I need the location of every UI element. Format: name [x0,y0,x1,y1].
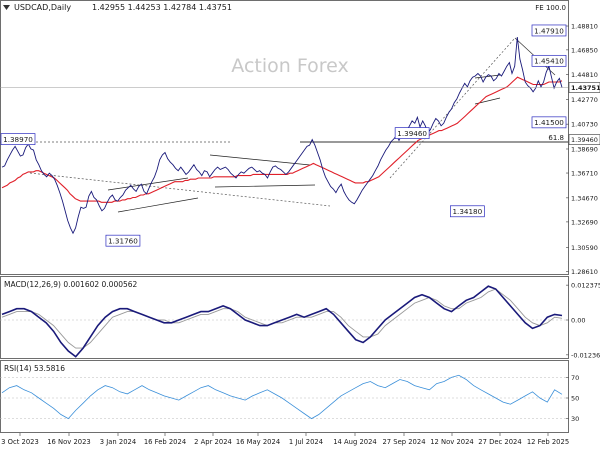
y-tick-label: 1.30590 [571,244,598,252]
rsi-series-group [0,374,568,420]
rsi-panel-frame [0,360,569,433]
x-tick-label: 1 Jul 2024 [289,438,323,446]
x-tick-label: 27 Dec 2024 [478,438,521,446]
rsi-line [1,374,563,420]
y-tick-label: 30 [571,415,579,423]
ema-line [1,76,563,203]
x-tick-label: 16 Feb 2024 [144,438,186,446]
macd-axis: 0.012375 0.00 -0.012367 [566,282,600,359]
price-annotation-box [531,24,567,37]
y-tick-label: 1.44810 [571,71,598,79]
y-tick-label: 1.46850 [571,46,598,54]
x-tick-label: 12 Nov 2024 [430,438,474,446]
macd-panel-frame [0,276,569,359]
y-tick-label: 50 [571,395,579,403]
x-tick-label: 27 Sep 2024 [382,438,425,446]
y-tick-label: 1.34670 [571,194,598,202]
y-tick-label: 1.32690 [571,218,598,226]
price-annotation-label: 1.34180 [452,207,482,216]
price-annotation-label: 1.41500 [534,118,564,127]
channel-1-upper [107,177,189,191]
x-tick-label: 16 May 2024 [236,438,280,446]
x-axis: 3 Oct 2023 16 Nov 2023 3 Jan 2024 16 Feb 20… [1,433,569,446]
macd-signal-line [1,288,563,349]
price-annotation-label: 1.39460 [397,129,427,138]
x-tick-label: 2 Apr 2024 [194,438,232,446]
price-annotation-label: 1.38970 [3,135,33,144]
ohlc-readout: 1.42955 1.44253 1.42784 1.43751 [92,3,232,12]
trend-dashed-2 [389,37,516,179]
trendlines [0,37,568,213]
y-tick-label: 1.38690 [571,145,598,153]
x-tick-label: 14 Aug 2024 [333,438,377,446]
flag-upper [209,154,311,166]
y-tick-label: 1.28610 [571,268,598,276]
y-tick-label: 0.012375 [571,282,600,290]
flag-lower [214,184,316,188]
price-line [1,36,563,235]
price-panel-frame [0,0,569,275]
y-tick-label: 1.36710 [571,170,598,178]
x-tick-label: 16 Nov 2023 [47,438,91,446]
y-tick-label: 1.40730 [571,121,598,129]
price-annotations: 1.47910 1.45410 1.41500 1.39460 1.38970 1.341… [0,24,567,247]
rsi-title: RSI(14) 53.5816 [4,364,65,373]
price-annotation-box [531,116,567,129]
current-price-label: 1.43751 [571,84,600,92]
symbol-label[interactable]: USDCAD,Daily [14,3,71,12]
current-price-box [568,82,600,93]
macd-series-group [0,285,568,358]
fib-price-box [568,134,600,145]
y-tick-label: 1.48810 [571,23,598,31]
fib-price-label: 1.39460 [571,136,598,144]
symbol-dropdown-icon[interactable] [3,5,10,10]
price-annotation-label: 1.31760 [108,236,138,245]
price-annotation-box [0,133,36,145]
price-annotation-label: 1.47910 [534,26,564,35]
x-tick-label: 12 Feb 2025 [527,438,569,446]
channel-1-lower [117,197,199,213]
x-tick-label: 3 Jan 2024 [100,438,136,446]
price-annotation-box [105,234,141,247]
x-tick-label: 3 Oct 2023 [1,438,39,446]
price-annotation-box [531,54,567,67]
macd-line [1,285,563,358]
price-annotation-box [394,127,430,139]
box-upper [474,74,501,79]
price-axis: 1.48810 1.46850 1.44810 1.42770 1.40730 1.386… [566,23,598,276]
fe-label: FE 100.0 [535,4,566,12]
price-annotation-label: 1.45410 [534,57,564,66]
rsi-axis: 70 50 30 [566,374,579,423]
y-tick-label: 1.42770 [571,96,598,104]
y-tick-label: -0.012367 [571,351,600,359]
y-tick-label: 0.00 [571,317,585,325]
watermark: Action Forex [231,55,348,77]
fib-label: 61.8 [548,134,564,142]
macd-title: MACD(12,26,9) 0.001602 0.000562 [4,280,138,289]
price-series-group: 1.43751 1.39460 [0,36,600,235]
y-tick-label: 70 [571,374,579,382]
price-annotation-box [450,205,485,218]
